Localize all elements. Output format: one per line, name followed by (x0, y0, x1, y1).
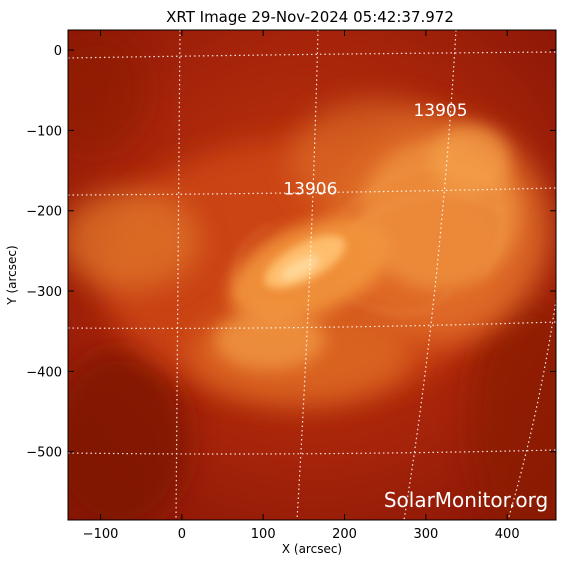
x-tick-label: 300 (413, 527, 438, 542)
active-region-label: 13906 (283, 180, 337, 200)
y-tick-label: −400 (26, 365, 62, 380)
x-tick-label: 100 (251, 527, 276, 542)
x-axis: −100 0 100 200 300 400 (83, 30, 520, 542)
heliographic-grid (68, 30, 556, 520)
solarmonitor-watermark: SolarMonitor.org (384, 488, 548, 512)
x-tick-label: −100 (83, 527, 119, 542)
y-tick-label: −100 (26, 124, 62, 139)
y-axis-label: Y (arcsec) (5, 245, 19, 305)
plot-frame (67, 29, 557, 521)
y-axis: 0 −100 −200 −300 −400 −500 (26, 44, 556, 461)
y-tick-label: −200 (26, 205, 62, 220)
image-title: XRT Image 29-Nov-2024 05:42:37.972 (166, 8, 454, 26)
x-tick-label: 0 (178, 527, 186, 542)
y-tick-label: 0 (54, 44, 62, 59)
active-region-label: 13905 (413, 101, 467, 121)
y-tick-label: −300 (26, 285, 62, 300)
x-tick-label: 400 (495, 527, 520, 542)
solar-corona-image (68, 30, 556, 520)
y-tick-label: −500 (26, 446, 62, 461)
active-region-labels: 13905 13906 (283, 101, 467, 200)
x-axis-label: X (arcsec) (282, 542, 342, 556)
x-tick-label: 200 (332, 527, 357, 542)
